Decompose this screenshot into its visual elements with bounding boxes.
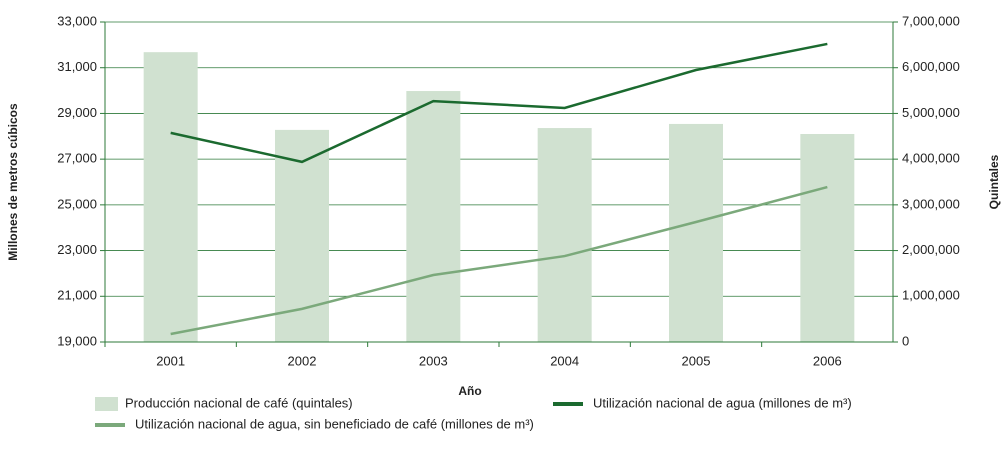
x-tick-label: 2003 bbox=[419, 353, 448, 368]
bar bbox=[669, 123, 723, 342]
y-tick-label: 33,000 bbox=[57, 13, 97, 28]
y2-tick-label: 1,000,000 bbox=[902, 288, 960, 303]
y-tick-label: 31,000 bbox=[57, 59, 97, 74]
legend-swatch bbox=[95, 397, 118, 411]
bar bbox=[537, 128, 592, 342]
x-tick-label: 2001 bbox=[156, 353, 185, 368]
x-tick-label: 2006 bbox=[813, 353, 842, 368]
y2-tick-label: 6,000,000 bbox=[902, 59, 960, 74]
x-tick-label: 2004 bbox=[550, 353, 579, 368]
legend-label: Utilización nacional de agua (millones d… bbox=[593, 395, 852, 410]
line bbox=[170, 42, 828, 164]
y-tick-label: 29,000 bbox=[57, 105, 97, 120]
y-tick-label: 25,000 bbox=[57, 196, 97, 211]
y2-tick-label: 4,000,000 bbox=[902, 151, 960, 166]
y-tick-label: 21,000 bbox=[57, 288, 97, 303]
bar bbox=[800, 134, 855, 342]
y-tick-label: 27,000 bbox=[57, 151, 97, 166]
y2-tick-label: 0 bbox=[902, 333, 909, 348]
y-tick-label: 19,000 bbox=[57, 333, 97, 348]
x-tick-label: 2005 bbox=[682, 353, 711, 368]
legend-label: Utilización nacional de agua, sin benefi… bbox=[135, 416, 534, 431]
y2-tick-label: 3,000,000 bbox=[902, 196, 960, 211]
x-tick-label: 2002 bbox=[288, 353, 317, 368]
y-axis-label: Millones de metros cúbicos bbox=[6, 103, 20, 261]
bar bbox=[143, 52, 198, 343]
y2-tick-label: 2,000,000 bbox=[902, 242, 960, 257]
y2-tick-label: 5,000,000 bbox=[902, 105, 960, 120]
y-tick-label: 23,000 bbox=[57, 242, 97, 257]
x-axis-label: Año bbox=[458, 384, 481, 398]
legend-label: Producción nacional de café (quintales) bbox=[125, 395, 353, 410]
bar bbox=[406, 91, 461, 343]
y2-axis-label: Quintales bbox=[987, 154, 1001, 209]
bar bbox=[275, 129, 329, 342]
line bbox=[170, 185, 828, 336]
y2-tick-label: 7,000,000 bbox=[902, 13, 960, 28]
